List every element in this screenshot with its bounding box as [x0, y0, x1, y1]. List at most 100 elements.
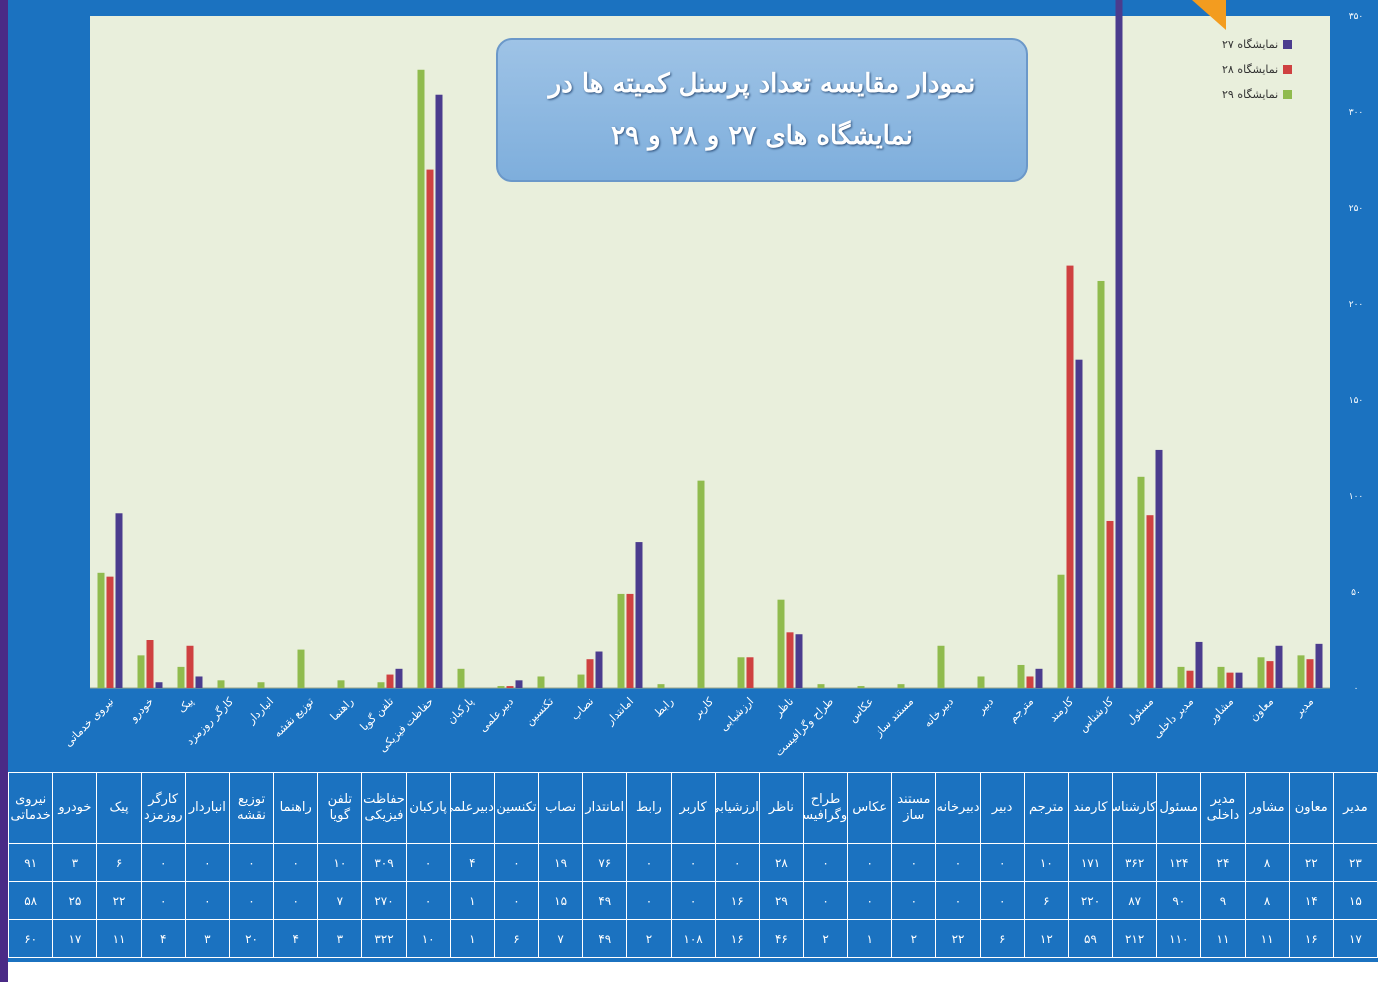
table-header-text: داخلی: [1206, 808, 1240, 823]
x-tick-label: نصاب: [568, 695, 596, 723]
table-cell: ۱۵: [1332, 881, 1378, 920]
table-header-text: ساز: [903, 808, 925, 823]
table-header-cell: ارزشیابی: [714, 772, 760, 844]
y-tick-label: ۲۵۰: [1349, 204, 1364, 214]
bar-28-5: [1106, 520, 1114, 688]
bar-29-17: [617, 593, 625, 688]
table-header-cell: عکاس: [847, 772, 893, 844]
bar-29-19: [537, 676, 545, 688]
bar-27-13: [795, 634, 803, 688]
table-cell: ۰: [714, 843, 760, 882]
bar-28-30: [106, 576, 114, 688]
bar-27-22: [435, 94, 443, 689]
bar-27-18: [595, 651, 603, 688]
table-header-text: ارزشیابی: [716, 800, 759, 815]
bar-27-7: [1035, 668, 1043, 688]
table-cell: ۱: [449, 919, 495, 958]
bar-29-13: [777, 599, 785, 688]
table-cell: ۰: [891, 881, 937, 920]
table-row: ۱۵ ۱۴ ۸ ۹ ۹۰ ۸۷ ۲۲۰ ۶ ۰ ۰ ۰ ۰ ۰ ۲۹ ۱۶ ۰ ۰ ۴۹ ۱۵ ۰ ۱ ۰ ۲۷۰ ۷ ۰ ۰ ۰ ۰…: [7, 881, 1378, 920]
bar-28-14: [746, 657, 754, 688]
table-header-text: دبیرخانه: [936, 800, 980, 815]
y-tick-label: ۰: [1354, 684, 1359, 694]
bar-29-29: [137, 655, 145, 688]
table-header-cell: مستند ساز: [891, 772, 937, 844]
x-tick-label: خودرو: [126, 695, 156, 725]
bar-29-20: [497, 686, 505, 688]
table-cell: ۸۷: [1112, 881, 1158, 920]
table-cell: ۲۰: [228, 919, 275, 958]
bar-28-6: [1066, 265, 1074, 688]
bar-28-1: [1266, 661, 1274, 688]
bar-29-11: [857, 686, 865, 688]
table-cell: ۶۰: [7, 919, 54, 958]
y-tick-label: ۱۵۰: [1349, 396, 1364, 406]
table-cell: ۰: [935, 881, 981, 920]
table-cell: ۳۲۲: [361, 919, 407, 958]
table-header-text: وگرافیست: [804, 808, 848, 823]
table-cell: ۰: [228, 881, 275, 920]
bar-29-24: [337, 680, 345, 688]
y-tick-label: ۳۰۰: [1349, 108, 1364, 118]
chart-title-line-2: نمایشگاه های ۲۷ و ۲۸ و ۲۹: [611, 121, 913, 151]
bar-28-17: [626, 593, 634, 688]
x-tick-label: تکنسین: [523, 695, 556, 728]
table-header-text: کارگر: [148, 792, 179, 807]
table-cell: ۱۶: [714, 881, 760, 920]
table-header-text: روزمزد: [143, 808, 183, 823]
table-cell: ۱۱: [96, 919, 142, 958]
table-header-text: کارشناس: [1114, 800, 1157, 815]
x-tick-label: تلفن گویا: [358, 695, 397, 734]
table-cell: ۲۴: [1200, 843, 1246, 882]
x-tick-label: کارشناس: [1076, 694, 1116, 734]
table-header-text: توزیع: [237, 792, 266, 807]
x-tick-label: کاربر: [690, 694, 717, 721]
table-header-cell: دبیر: [979, 772, 1025, 844]
legend-item-28: نمایشگاه ۲۸: [1222, 57, 1293, 82]
bar-27-6: [1075, 359, 1083, 688]
bar-28-28: [186, 645, 194, 688]
table-header-cell: امانتدار: [582, 772, 628, 844]
legend-item-27: نمایشگاه ۲۷: [1222, 32, 1293, 57]
bar-29-26: [257, 682, 265, 688]
x-tick-label: معاون: [1247, 695, 1276, 724]
x-tick-label: راهنما: [328, 695, 356, 723]
table-header-text: دبیرعلمی: [451, 800, 494, 815]
table-cell: ۳: [184, 919, 230, 958]
bar-29-21: [457, 668, 465, 688]
legend-item-29: نمایشگاه ۲۹: [1222, 82, 1293, 107]
x-tick-label: مشاور: [1205, 695, 1236, 726]
table-cell: ۳: [52, 843, 98, 882]
table-cell: ۲۹: [758, 881, 804, 920]
table-header-text: مترجم: [1028, 800, 1064, 815]
table-header-cell: پارکبان: [405, 772, 451, 844]
bottom-strip: [8, 962, 1378, 982]
table-cell: ۱۷۱: [1067, 843, 1114, 882]
bar-29-18: [577, 674, 585, 688]
legend-swatch-29: [1283, 90, 1293, 99]
legend-label-29: نمایشگاه ۲۹: [1222, 88, 1279, 101]
bar-28-22: [426, 169, 434, 689]
bar-27-28: [195, 676, 203, 688]
table-cell: ۱۶: [1288, 919, 1334, 958]
table-header-cell: مشاور: [1244, 772, 1290, 844]
table-cell: ۴: [273, 919, 319, 958]
x-tick-label: مدیر داخلی: [1150, 695, 1196, 741]
table-cell: ۲: [802, 919, 849, 958]
table-header-cell: مدیر داخلی: [1200, 772, 1246, 844]
table-cell: ۱۱: [1244, 919, 1290, 958]
table-row: ۲۳ ۲۲ ۸ ۲۴ ۱۲۴ ۳۶۲ ۱۷۱ ۱۰ ۰ ۰ ۰ ۰ ۰ ۲۸ ۰ ۰ ۰ ۷۶ ۱۹ ۰ ۴ ۰ ۳۰۹ ۱۰…: [7, 843, 1378, 882]
table-cell: ۲۷۰: [361, 881, 407, 920]
table-header-cell: مترجم: [1023, 772, 1069, 844]
table-cell: ۰: [273, 843, 319, 882]
x-tick-label: نیروی خدماتی: [62, 695, 116, 749]
bar-29-0: [1297, 655, 1305, 688]
table-header-text: مدیر: [1343, 800, 1368, 815]
table-header-cell: خودرو: [52, 772, 98, 844]
bar-29-9: [937, 645, 945, 688]
bar-27-5: [1115, 0, 1123, 688]
table-header-cell: نصاب: [538, 772, 584, 844]
table-header-text: امانتدار: [585, 800, 625, 815]
bar-29-4: [1137, 476, 1145, 688]
